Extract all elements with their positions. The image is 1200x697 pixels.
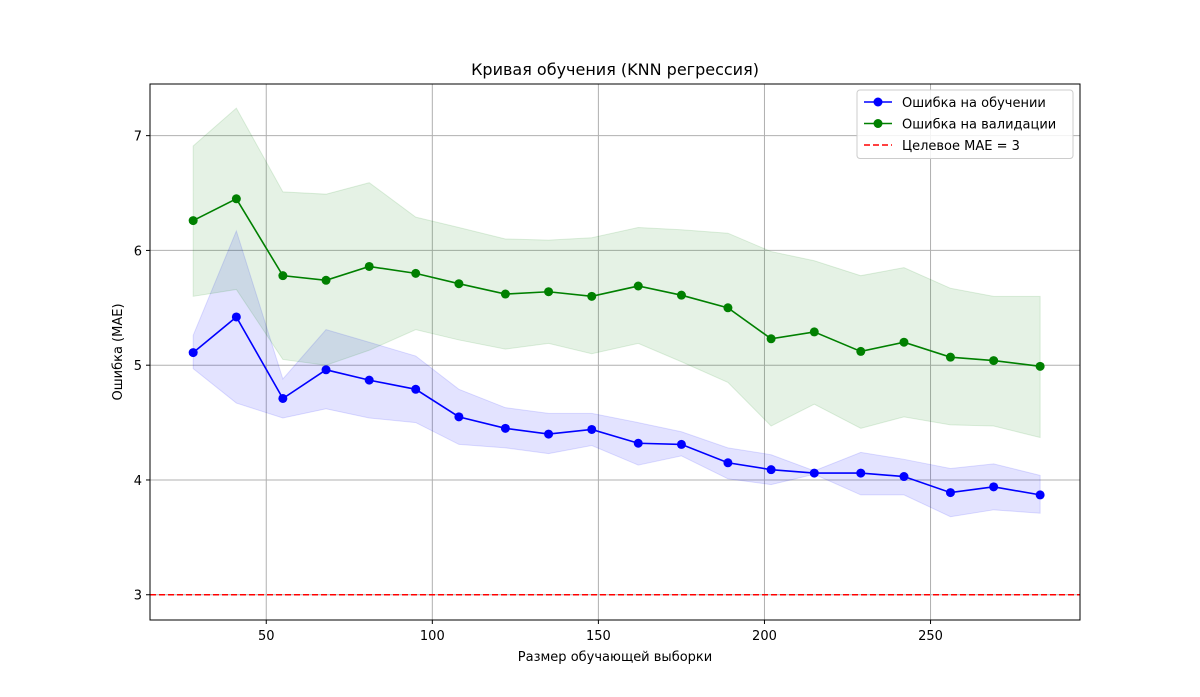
series-0-point bbox=[676, 439, 686, 449]
x-tick-label: 250 bbox=[918, 629, 943, 644]
legend-label-2: Целевое MAE = 3 bbox=[902, 139, 1020, 154]
series-0-point bbox=[633, 438, 643, 448]
series-1-point bbox=[899, 337, 909, 347]
series-0-point bbox=[454, 412, 464, 422]
series-1-point bbox=[1035, 361, 1045, 371]
series-1-point bbox=[723, 303, 733, 313]
series-0-point bbox=[188, 348, 198, 358]
series-1-point bbox=[989, 356, 999, 366]
series-0-point bbox=[723, 458, 733, 468]
legend-label-1: Ошибка на валидации bbox=[902, 118, 1056, 133]
series-0-line bbox=[192, 315, 1041, 496]
x-tick-label: 50 bbox=[258, 629, 275, 644]
series-1-line bbox=[192, 197, 1041, 368]
chart-title: Кривая обучения (KNN регрессия) bbox=[471, 60, 759, 79]
series-1-point bbox=[500, 289, 510, 299]
x-tick-label: 100 bbox=[420, 629, 445, 644]
series-1-point bbox=[544, 287, 554, 297]
plot-area: 50 100 150 200 250 3 4 5 6 7 bbox=[134, 83, 1081, 644]
series-1-point bbox=[321, 275, 331, 285]
series-1-point bbox=[278, 271, 288, 281]
series-1-point bbox=[856, 346, 866, 356]
series-0-point bbox=[1035, 490, 1045, 500]
series-0-point bbox=[766, 465, 776, 475]
y-axis-label: Ошибка (MAE) bbox=[111, 303, 126, 400]
series-0-point bbox=[856, 468, 866, 478]
y-tick-label: 6 bbox=[134, 244, 142, 259]
x-axis-label: Размер обучающей выборки bbox=[518, 650, 712, 665]
legend-box bbox=[856, 89, 1074, 159]
axes-frame bbox=[149, 83, 1081, 621]
series-1-band bbox=[192, 107, 1041, 439]
series-0-point bbox=[544, 429, 554, 439]
series-1-point bbox=[454, 279, 464, 289]
series-0-point bbox=[231, 312, 241, 322]
series-1-point bbox=[809, 327, 819, 337]
series-1-point bbox=[945, 352, 955, 362]
x-tick-label: 200 bbox=[752, 629, 777, 644]
y-tick-label: 7 bbox=[134, 130, 142, 145]
series-0-point bbox=[899, 472, 909, 482]
series-0-point bbox=[809, 468, 819, 478]
legend: Ошибка на обучении Ошибка на валидации Цел… bbox=[856, 89, 1074, 159]
series-0-point bbox=[500, 423, 510, 433]
series-0-point bbox=[278, 393, 288, 403]
series-0-point bbox=[989, 482, 999, 492]
series-1-point bbox=[587, 291, 597, 301]
x-tick-label: 150 bbox=[586, 629, 611, 644]
legend-label-0: Ошибка на обучении bbox=[902, 96, 1046, 111]
series-1-point bbox=[633, 281, 643, 291]
series-1-point bbox=[676, 290, 686, 300]
y-tick-label: 3 bbox=[134, 589, 142, 604]
series-0-point bbox=[411, 384, 421, 394]
series-1-point bbox=[188, 216, 198, 226]
series-0-band bbox=[192, 229, 1041, 518]
series-1-point bbox=[231, 194, 241, 204]
y-tick-label: 4 bbox=[134, 474, 142, 489]
legend-marker-0 bbox=[873, 97, 883, 107]
series-0-point bbox=[587, 424, 597, 434]
series-1-point bbox=[411, 268, 421, 278]
y-tick-label: 5 bbox=[134, 359, 142, 374]
series-0-point bbox=[364, 375, 374, 385]
series-0-point bbox=[945, 488, 955, 498]
legend-marker-1 bbox=[873, 119, 883, 128]
series-0-point bbox=[321, 365, 331, 375]
series-1-point bbox=[766, 334, 776, 344]
series-1-point bbox=[364, 261, 374, 271]
